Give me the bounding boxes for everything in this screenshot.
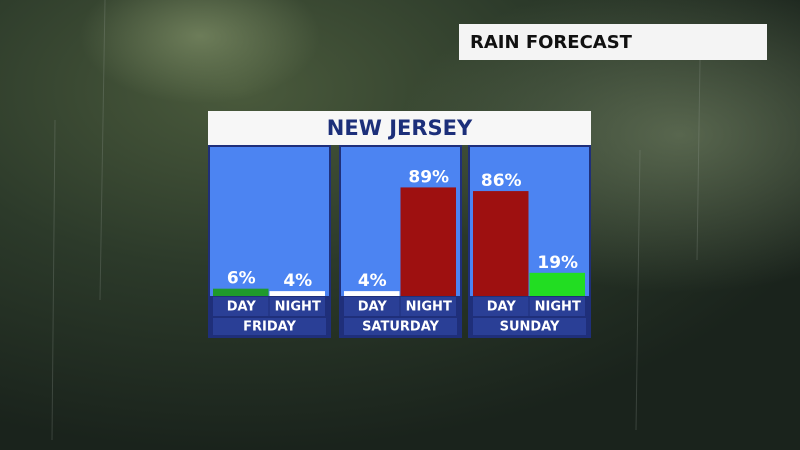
- category-label: DAY: [227, 300, 257, 315]
- group-label: SUNDAY: [500, 320, 560, 335]
- chart-title: NEW JERSEY: [327, 116, 473, 140]
- value-label: 19%: [537, 253, 578, 273]
- panel: [210, 147, 329, 296]
- bar: [344, 291, 400, 296]
- category-cell: [529, 297, 585, 316]
- rain-streaks: [51, 0, 701, 441]
- category-label: DAY: [487, 300, 517, 315]
- category-cell: [473, 297, 529, 316]
- group-cell: [473, 318, 586, 335]
- category-label: NIGHT: [535, 300, 581, 315]
- group-label: SATURDAY: [362, 320, 439, 335]
- category-label: NIGHT: [406, 300, 452, 315]
- category-cell: [269, 297, 325, 316]
- bar: [473, 191, 529, 296]
- title-box: [208, 111, 591, 145]
- value-label: 4%: [283, 271, 312, 291]
- category-label: DAY: [358, 300, 388, 315]
- header-title: RAIN FORECAST: [470, 32, 633, 53]
- category-cell: [400, 297, 456, 316]
- group-cell: [213, 318, 326, 335]
- category-label: NIGHT: [275, 300, 321, 315]
- value-label: 4%: [358, 271, 387, 291]
- header-box: [459, 24, 767, 60]
- bar: [400, 187, 456, 296]
- value-label: 86%: [481, 171, 522, 191]
- bar: [269, 291, 325, 296]
- group-cell: [344, 318, 457, 335]
- category-cell: [344, 297, 400, 316]
- bar: [529, 272, 585, 296]
- bar: [213, 288, 269, 296]
- category-cell: [213, 297, 269, 316]
- value-label: 6%: [227, 269, 256, 289]
- value-label: 89%: [408, 167, 449, 187]
- group-label: FRIDAY: [243, 320, 296, 335]
